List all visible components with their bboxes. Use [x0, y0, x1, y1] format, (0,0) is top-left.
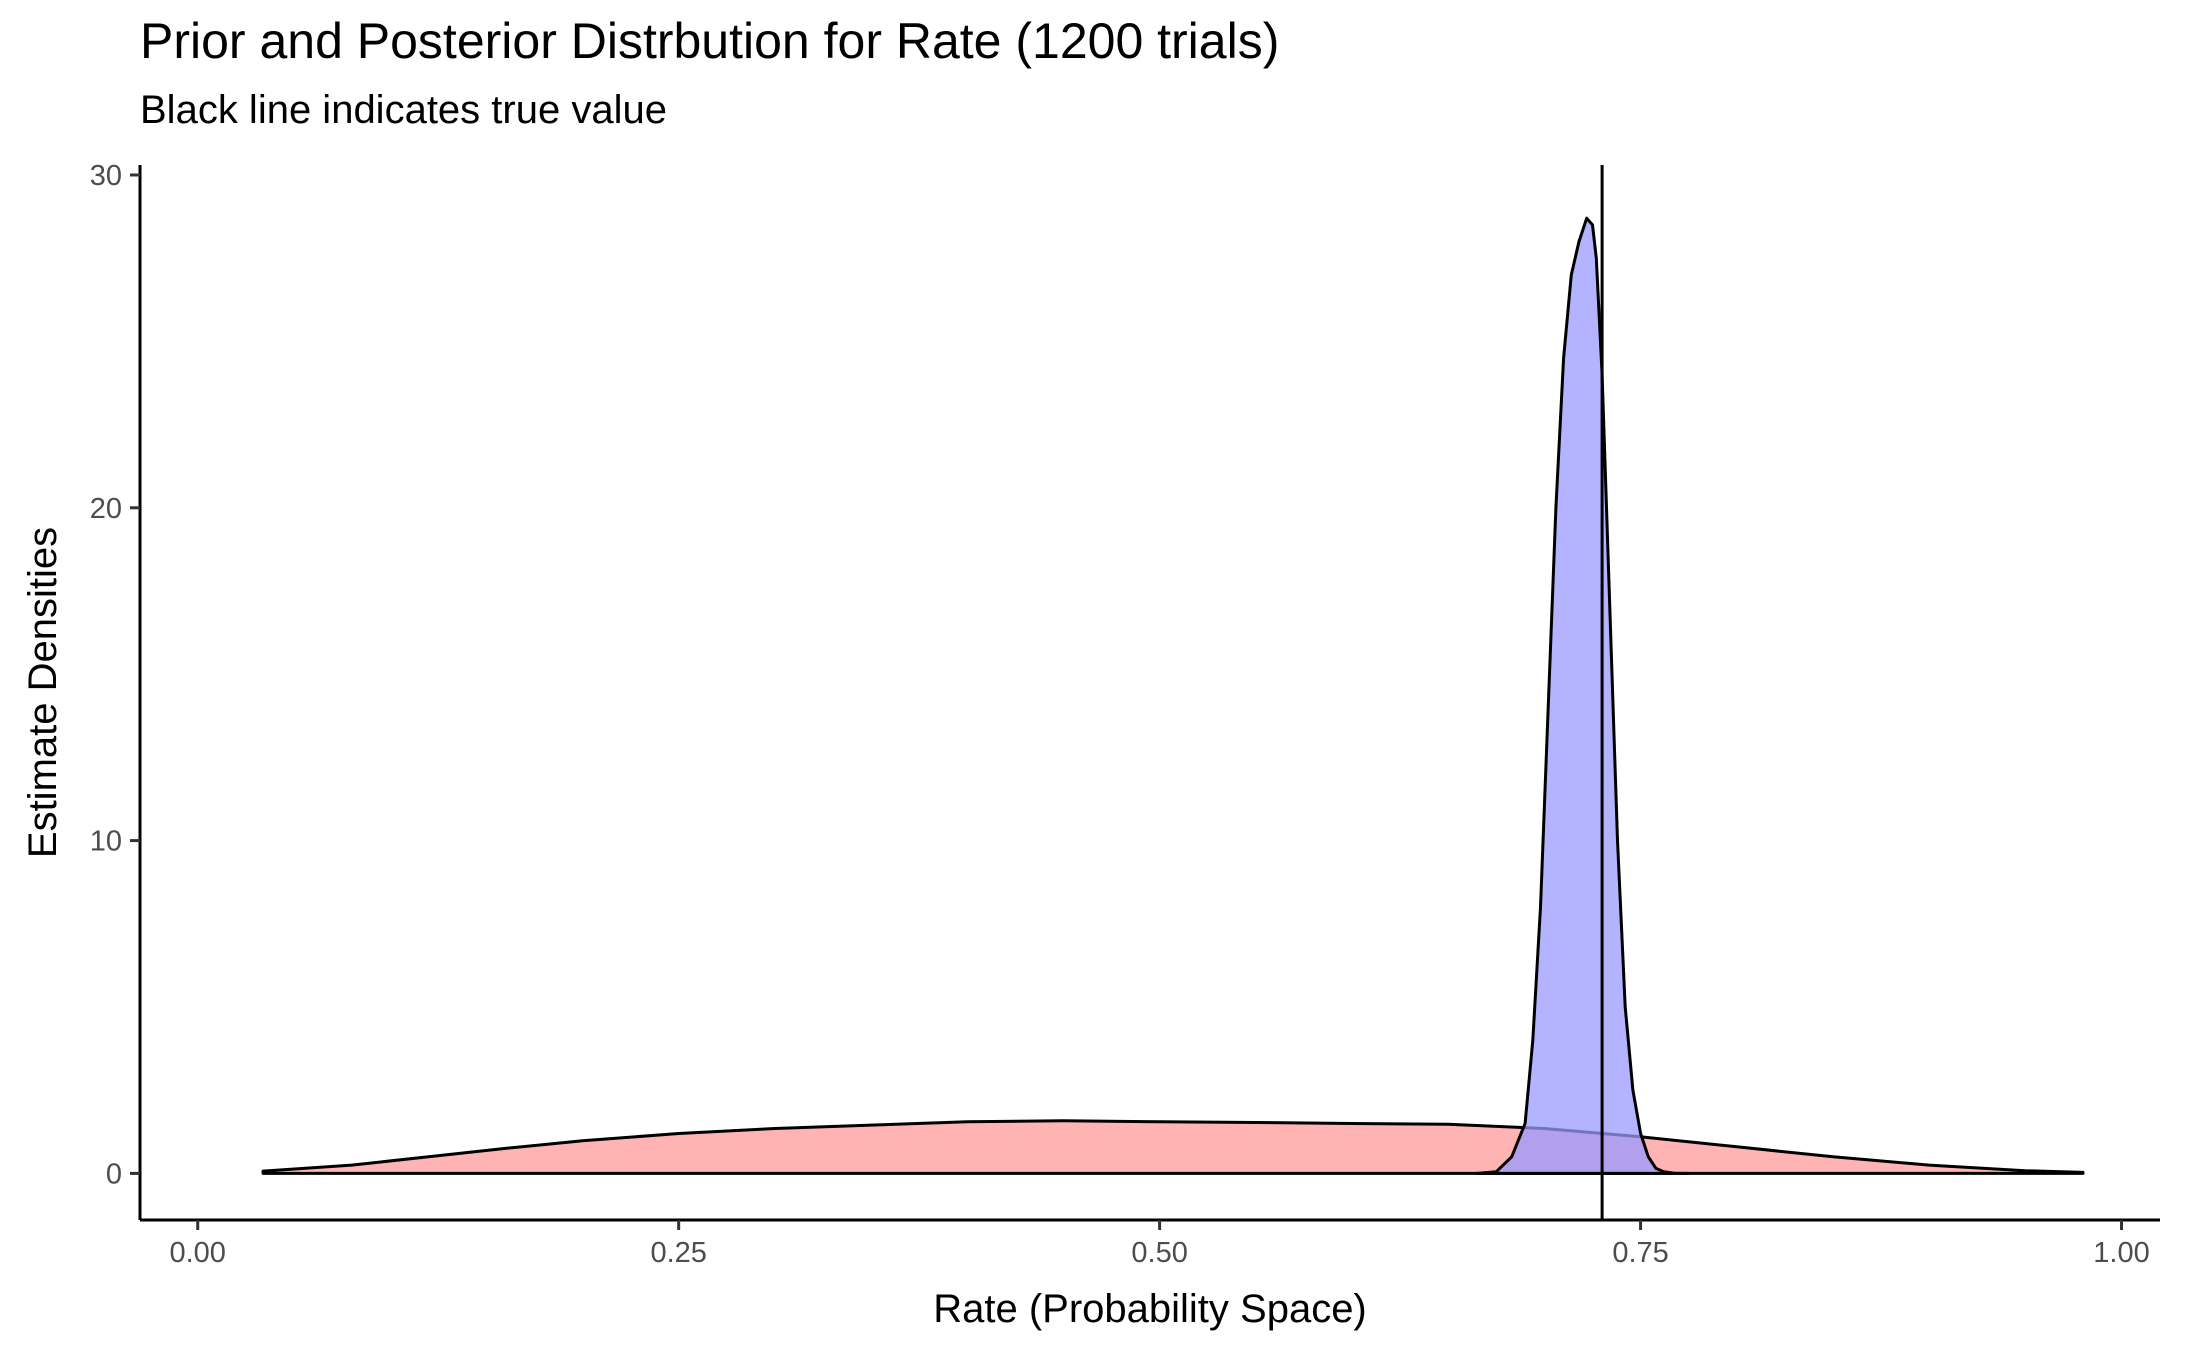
density-area-1	[261, 1119, 2085, 1175]
y-tick-label: 20	[90, 493, 122, 525]
chart-subtitle: Black line indicates true value	[140, 88, 667, 132]
x-tick-label: 0.25	[650, 1237, 706, 1269]
density-areas	[261, 216, 2085, 1175]
x-tick-label: 0.75	[1612, 1237, 1668, 1269]
chart-title: Prior and Posterior Distrbution for Rate…	[140, 13, 1280, 69]
y-ticks: 0 10 20 30	[90, 160, 140, 1190]
y-axis-title: Estimate Densities	[21, 527, 65, 858]
x-tick-label: 1.00	[2093, 1237, 2149, 1269]
axes	[138, 165, 2160, 1222]
x-tick-label: 0.50	[1131, 1237, 1187, 1269]
density-area-2	[1475, 216, 1691, 1175]
x-ticks: 0.00 0.25 0.50 0.75 1.00	[169, 1220, 2150, 1269]
y-tick-label: 0	[106, 1158, 122, 1190]
y-tick-label: 10	[90, 826, 122, 858]
x-axis-title: Rate (Probability Space)	[933, 1287, 1367, 1331]
x-tick-label: 0.00	[169, 1237, 225, 1269]
y-tick-label: 30	[90, 160, 122, 192]
